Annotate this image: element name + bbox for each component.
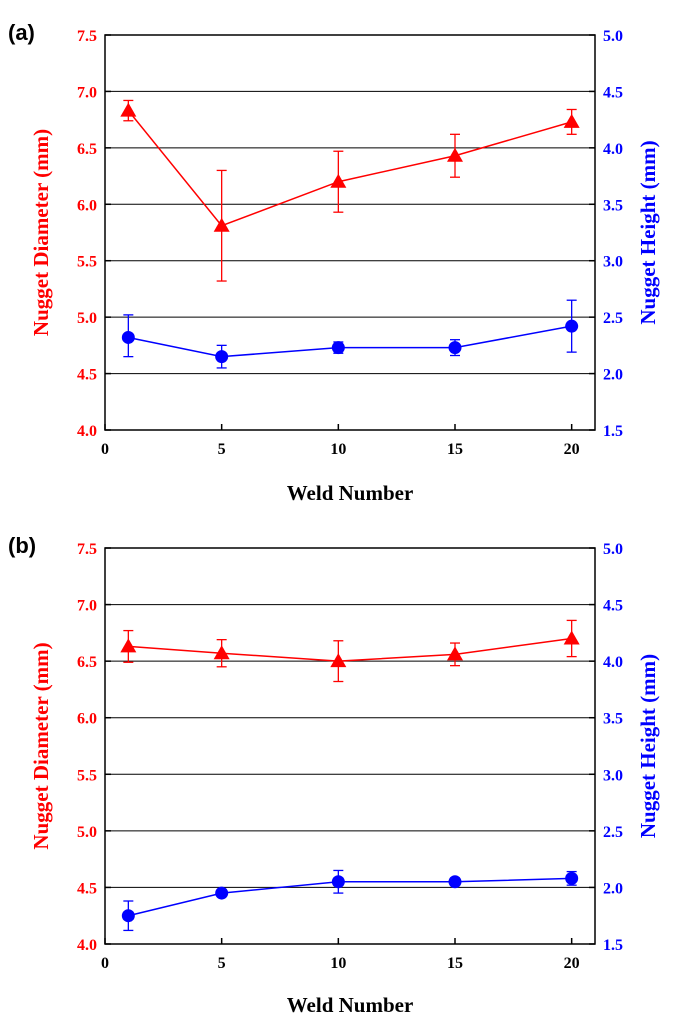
circle-marker	[121, 909, 135, 923]
left-tick-label: 4.0	[77, 423, 97, 440]
right-tick-label: 4.5	[603, 598, 623, 615]
height-series-line	[128, 877, 572, 917]
x-tick-label: 15	[447, 955, 463, 972]
left-axis-title: Nugget Diameter (mm)	[29, 642, 53, 849]
circle-marker	[331, 875, 345, 889]
right-tick-label: 3.0	[603, 767, 623, 784]
left-tick-label: 4.5	[77, 367, 97, 384]
x-tick-label: 5	[218, 955, 226, 972]
right-tick-label: 4.0	[603, 654, 623, 671]
x-tick-label: 15	[447, 441, 463, 458]
right-tick-label: 3.5	[603, 197, 623, 214]
chart-panel-b: 4.0 4.5 5.0 5.5 6.0 6.5 7.0 7.5 1.5 2.0 2.5 3.0 3.5 4…	[8, 533, 660, 1017]
circle-marker	[215, 886, 229, 900]
right-tick-label: 3.0	[603, 254, 623, 271]
x-tick-label: 10	[330, 441, 346, 458]
plot-frame	[104, 34, 596, 431]
triangle-marker	[213, 645, 230, 660]
triangle-marker	[563, 113, 580, 128]
x-tick-label: 0	[101, 441, 109, 458]
x-tick-label: 20	[564, 955, 580, 972]
left-axis-title: Nugget Diameter (mm)	[29, 129, 53, 336]
right-tick-label: 2.0	[603, 880, 623, 897]
right-tick-label: 5.0	[603, 28, 623, 45]
diameter-series-line	[127, 110, 572, 227]
x-tick-label: 10	[330, 955, 346, 972]
right-tick-label: 2.0	[603, 367, 623, 384]
left-tick-label: 4.0	[77, 937, 97, 954]
plot-frame	[104, 547, 596, 945]
right-tick-label: 1.5	[603, 423, 623, 440]
triangle-marker	[120, 638, 137, 653]
left-tick-label: 5.0	[77, 310, 97, 327]
left-tick-label: 5.0	[77, 824, 97, 841]
right-axis-title: Nugget Height (mm)	[636, 654, 660, 838]
x-tick-label: 5	[218, 441, 226, 458]
panel-label: (a)	[8, 20, 35, 45]
circle-marker	[215, 350, 229, 364]
right-tick-label: 4.5	[603, 84, 623, 101]
circle-marker	[565, 871, 579, 885]
left-tick-label: 7.0	[77, 598, 97, 615]
left-tick-label: 7.5	[77, 541, 97, 558]
right-tick-label: 2.5	[603, 824, 623, 841]
left-tick-label: 5.5	[77, 767, 97, 784]
circle-marker	[565, 319, 579, 333]
right-tick-label: 4.0	[603, 141, 623, 158]
right-tick-label: 1.5	[603, 937, 623, 954]
left-tick-label: 4.5	[77, 880, 97, 897]
left-tick-label: 5.5	[77, 254, 97, 271]
left-tick-label: 7.5	[77, 28, 97, 45]
x-axis-title: Weld Number	[287, 481, 414, 505]
triangle-marker	[213, 217, 230, 232]
triangle-marker	[330, 653, 347, 668]
circle-marker	[121, 330, 135, 344]
left-tick-label: 6.5	[77, 654, 97, 671]
triangle-marker	[447, 147, 463, 162]
triangle-marker	[447, 646, 463, 661]
right-tick-label: 2.5	[603, 310, 623, 327]
right-axis-title: Nugget Height (mm)	[636, 140, 660, 324]
triangle-marker	[563, 630, 580, 645]
right-tick-label: 3.5	[603, 711, 623, 728]
height-series-line	[128, 325, 572, 358]
x-tick-label: 0	[101, 955, 109, 972]
left-tick-label: 7.0	[77, 84, 97, 101]
diameter-series-line	[128, 637, 572, 662]
x-tick-label: 20	[564, 441, 580, 458]
chart-panel-a: 4.0 4.5 5.0 5.5 6.0 6.5 7.0 7.5 1.5 2.0 2.5 3.0 3.5 4…	[8, 20, 660, 505]
left-tick-label: 6.0	[77, 711, 97, 728]
left-tick-label: 6.5	[77, 141, 97, 158]
left-tick-label: 6.0	[77, 197, 97, 214]
panel-label: (b)	[8, 533, 36, 558]
circle-marker	[448, 341, 462, 355]
right-tick-label: 5.0	[603, 541, 623, 558]
circle-marker	[448, 875, 462, 889]
x-axis-title: Weld Number	[287, 993, 414, 1017]
triangle-marker	[120, 102, 137, 117]
triangle-marker	[330, 173, 347, 188]
circle-marker	[331, 341, 345, 355]
